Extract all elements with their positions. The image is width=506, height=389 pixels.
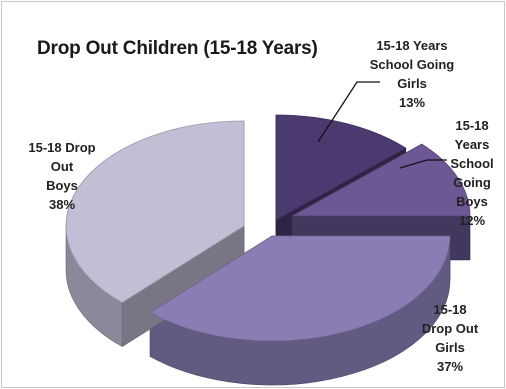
slice-label-line: Girls: [435, 340, 465, 355]
pie-slice: [149, 235, 451, 342]
slice-label-line: 15-18 Drop: [28, 140, 95, 155]
slice-label-line: 15-18 Years: [376, 38, 447, 53]
slice-label: 15-18 Years School Going Girls 13%: [370, 38, 455, 110]
slice-label: 15-18 Drop Out Boys 38%: [28, 140, 95, 212]
slice-label: 15-18 Years School Going Boys 12%: [450, 118, 493, 228]
slice-label-line: Boys: [456, 194, 488, 209]
slice-label-line: 15-18: [455, 118, 488, 133]
slice-label-line: 12%: [459, 213, 485, 228]
slice-labels-layer: 15-18 Years School Going Girls 13% 15-18 Year…: [28, 38, 493, 374]
slice-label-line: Going: [453, 175, 491, 190]
leader-line: [399, 159, 447, 169]
slice-label-line: Out: [51, 159, 74, 174]
slice-label-line: 38%: [49, 197, 75, 212]
pie-tops-layer: [65, 114, 471, 342]
slice-label-line: School Going: [370, 57, 455, 72]
slice-label-line: Drop Out: [422, 321, 479, 336]
slice-label-line: Girls: [397, 76, 427, 91]
pie-slice: [290, 143, 471, 217]
slice-label-line: Boys: [46, 178, 78, 193]
leader-lines-layer: [317, 81, 447, 169]
slice-label-line: 15-18: [433, 302, 466, 317]
slice-label-line: 37%: [437, 359, 463, 374]
slice-label-line: School: [450, 156, 493, 171]
pie-slice: [275, 114, 407, 221]
slice-label-line: Years: [455, 137, 490, 152]
pie-slice: [65, 120, 245, 304]
slice-label-line: 13%: [399, 95, 425, 110]
slice-label: 15-18 Drop Out Girls 37%: [422, 302, 479, 374]
leader-line: [317, 81, 380, 143]
chart-title: Drop Out Children (15-18 Years): [37, 38, 318, 59]
